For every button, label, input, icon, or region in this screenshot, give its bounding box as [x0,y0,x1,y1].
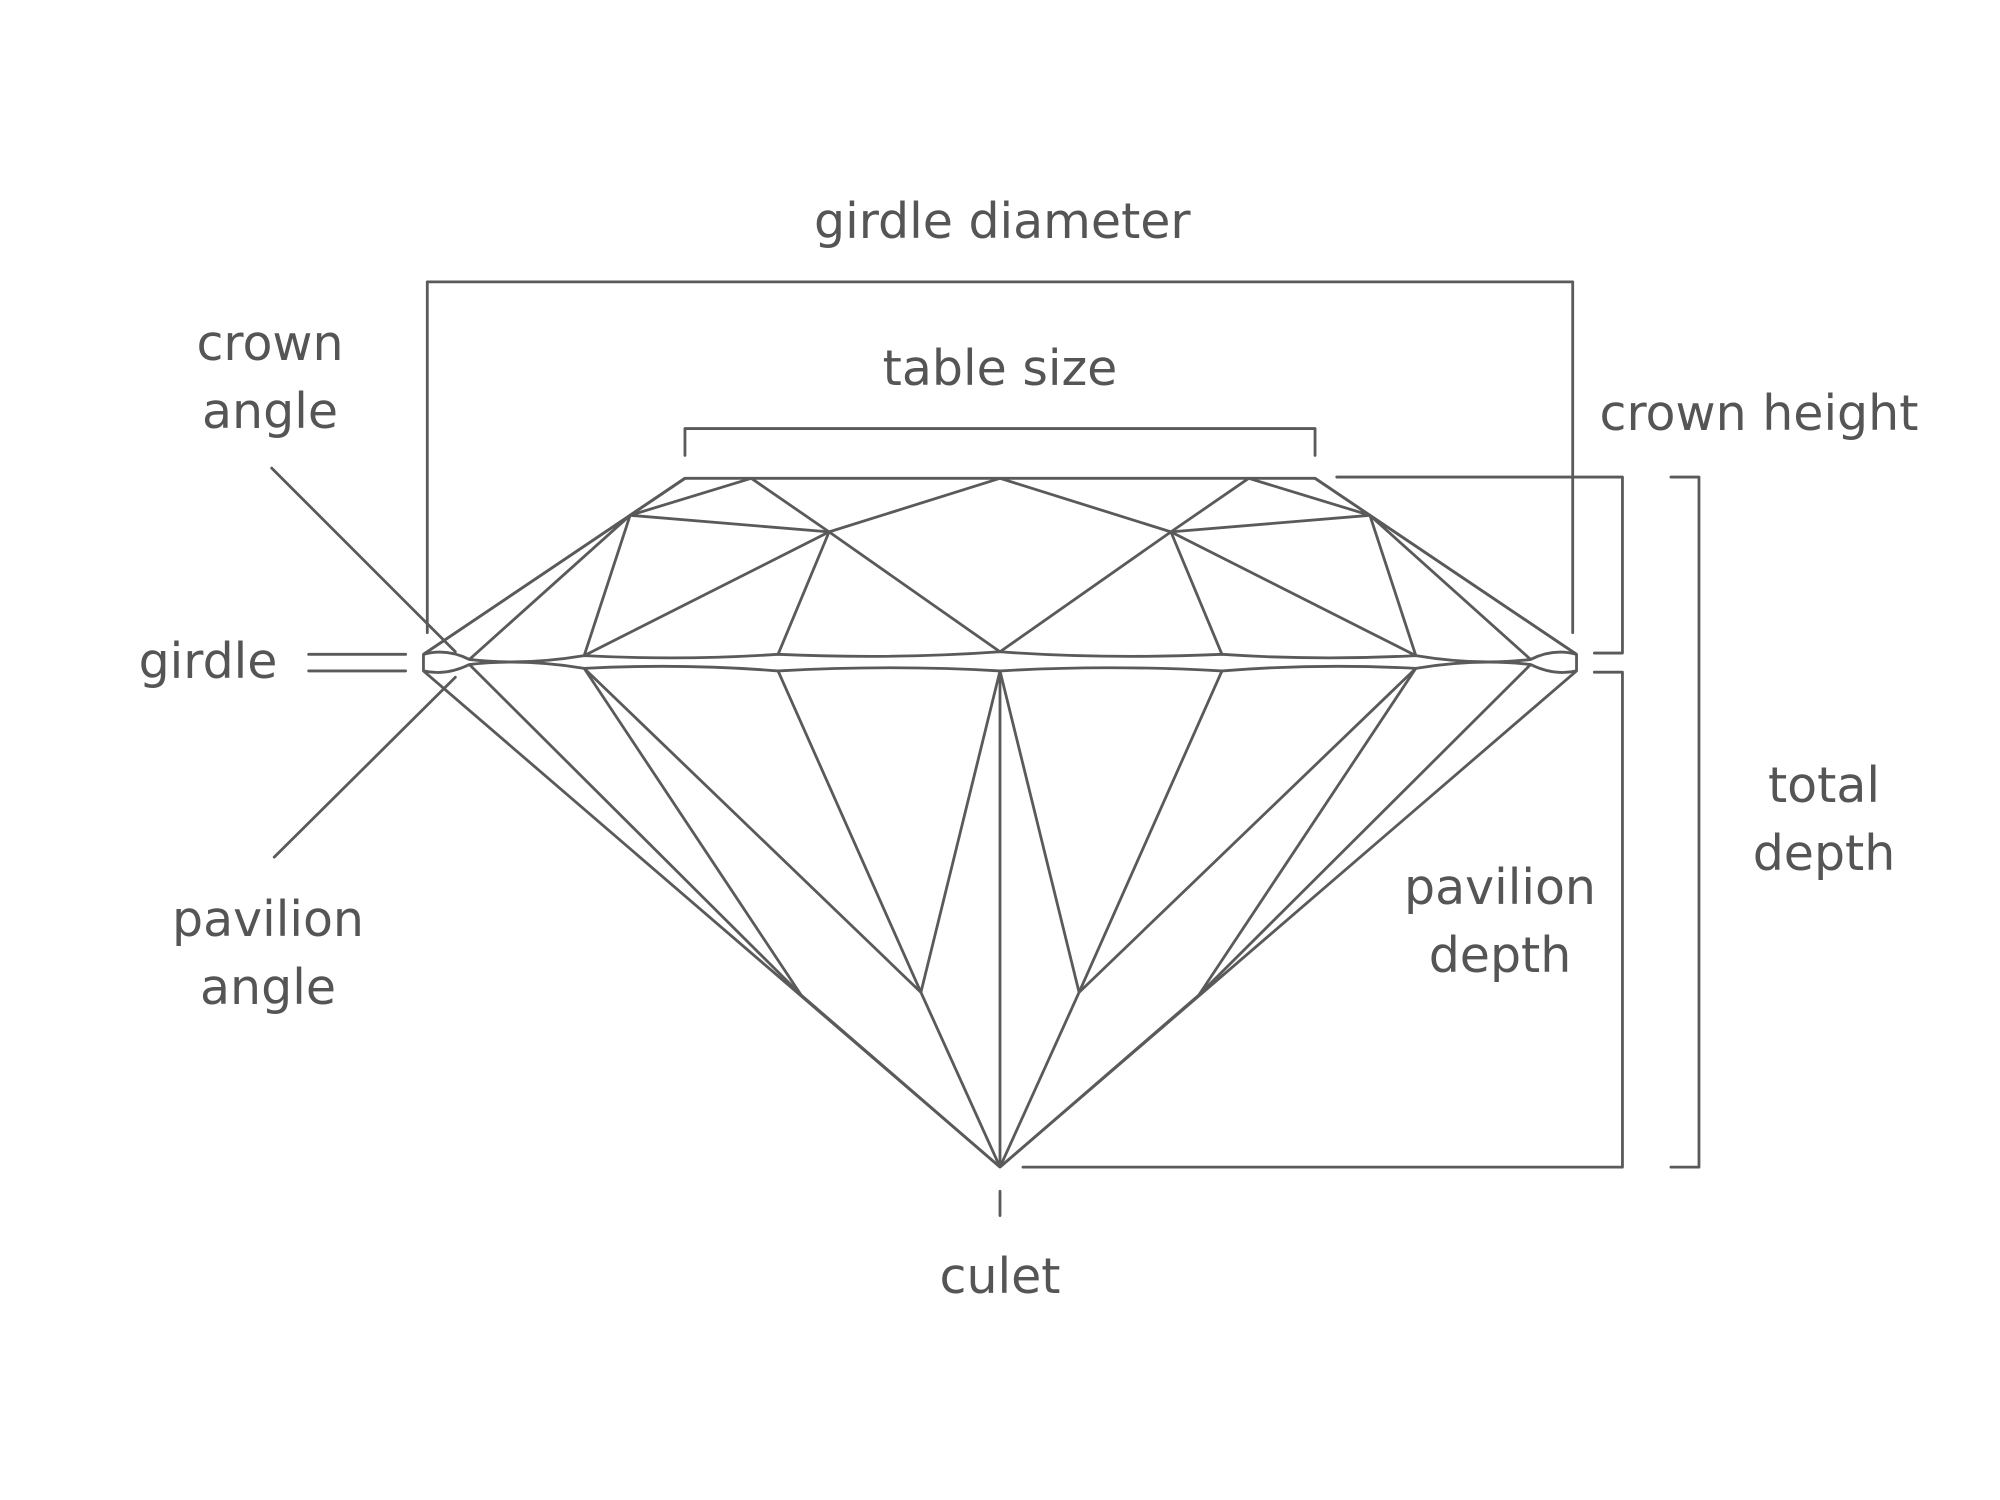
label-pavilion-depth: pavilion depth [1403,859,1596,984]
crown-height-bracket [1335,475,1624,655]
crown-angle-leader [270,466,457,654]
girdle-band [423,650,1577,674]
label-crown-angle: crown angle [196,315,344,440]
pavilion-depth-bracket [1021,670,1624,1169]
label-crown-height: crown height [1599,385,1919,442]
total-depth-bracket [1669,475,1701,1169]
label-girdle: girdle [138,633,278,690]
girdle-indicator [307,652,408,673]
pavilion-angle-leader [272,675,457,859]
label-total-depth: total depth [1752,757,1896,882]
girdle-diameter-bracket [425,280,1575,635]
label-girdle-diameter: girdle diameter [814,193,1191,250]
label-table-size: table size [882,340,1118,397]
pavilion-facets [468,663,1532,1169]
crown-facets [422,476,1578,661]
label-culet: culet [939,1248,1061,1305]
table-size-bracket [683,427,1317,457]
label-pavilion-angle: pavilion angle [171,891,364,1016]
